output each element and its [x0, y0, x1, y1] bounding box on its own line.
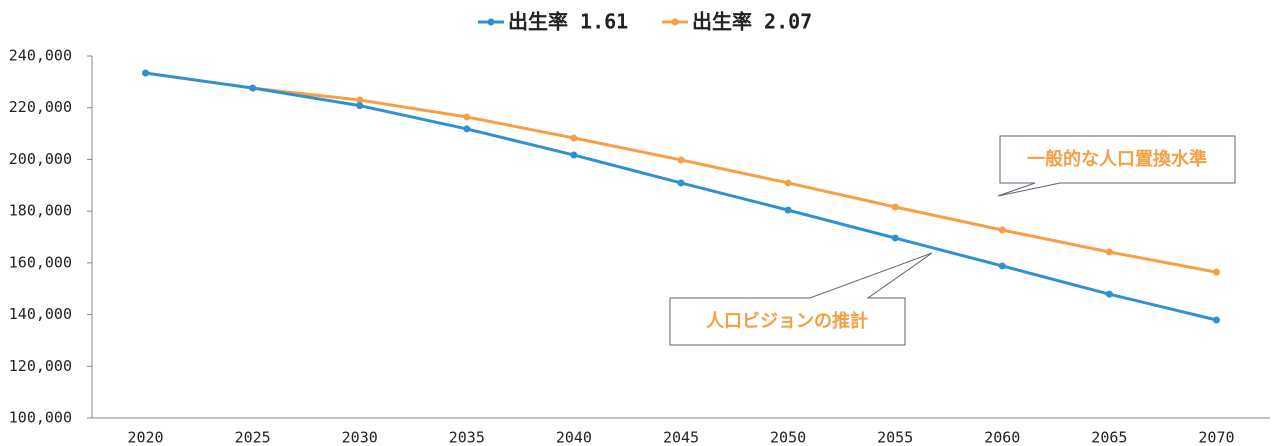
x-tick-label: 2020: [127, 429, 163, 446]
y-tick-label: 120,000: [9, 357, 72, 375]
data-point: [998, 226, 1006, 234]
data-point: [784, 179, 792, 187]
data-point: [463, 125, 471, 133]
y-tick-label: 100,000: [9, 409, 72, 427]
y-tick-label: 160,000: [9, 253, 72, 271]
y-tick-label: 200,000: [9, 150, 72, 168]
x-tick-label: 2065: [1091, 429, 1127, 446]
data-point: [677, 179, 685, 187]
legend-marker: [487, 18, 495, 26]
x-tick-label: 2030: [342, 429, 378, 446]
annotation: 一般的な人口置換水準: [1027, 148, 1207, 170]
y-tick-label: 140,000: [9, 305, 72, 323]
callout-2: 人口ビジョンの推計: [669, 252, 933, 346]
x-tick-label: 2050: [770, 429, 806, 446]
x-tick-label: 2045: [663, 429, 699, 446]
data-point: [998, 262, 1006, 270]
annotation: 人口ビジョンの推計: [706, 310, 868, 332]
y-tick-label: 240,000: [9, 47, 72, 65]
x-tick-label: 2040: [556, 429, 592, 446]
data-point: [142, 69, 150, 77]
x-tick-label: 2070: [1198, 429, 1234, 446]
x-tick-label: 2055: [877, 429, 913, 446]
plot: 100,000 120,000 140,000 160,000 180,000 200,0…: [9, 10, 1270, 446]
legend-label: 出生率 1.61: [508, 10, 628, 34]
y-tick-label: 180,000: [9, 202, 72, 220]
legend-marker: [671, 18, 679, 26]
data-point: [1105, 290, 1113, 298]
data-point: [570, 151, 578, 159]
data-point: [463, 113, 471, 121]
x-tick-label: 2060: [984, 429, 1020, 446]
y-tick-label: 220,000: [9, 98, 72, 116]
data-point: [891, 203, 899, 211]
data-point: [784, 206, 792, 214]
series-line: [145, 71, 1217, 322]
data-point: [677, 156, 685, 164]
data-point: [570, 134, 578, 142]
x-tick-label: 2025: [235, 429, 271, 446]
data-point: [1212, 268, 1220, 276]
data-point: [356, 96, 364, 104]
callout-1: 一般的な人口置換水準: [997, 135, 1236, 197]
legend-label: 出生率 2.07: [692, 10, 812, 34]
data-point: [249, 84, 257, 92]
data-point: [891, 234, 899, 242]
data-point: [1212, 316, 1220, 324]
data-point: [1105, 248, 1113, 256]
data-point: [356, 102, 364, 110]
x-tick-label: 2035: [449, 429, 485, 446]
